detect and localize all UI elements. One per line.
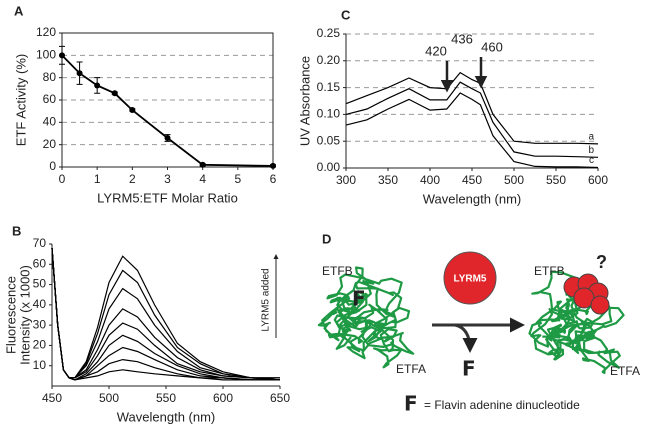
data-point [129,107,136,114]
x-axis-label: Wavelength (nm) [117,409,216,424]
series-label: a [588,132,594,143]
x-tick-label: 650 [270,391,290,405]
data-point [199,161,206,168]
y-tick-label: 60 [33,256,47,270]
x-axis-label: LYRM5:ETF Molar Ratio [97,190,238,205]
y-tick-label: 0.00 [317,160,341,174]
x-tick-label: 500 [99,391,119,405]
x-tick-label: 1 [94,172,101,186]
data-line [51,248,280,381]
y-tick-label: 0.20 [317,53,341,67]
x-tick-label: 550 [546,173,566,187]
y-tick-label: 50 [33,277,47,291]
annotation: 420 [425,43,447,58]
x-tick-label: 350 [378,173,398,187]
y-axis-label: Intensity (x 1000) [17,265,32,365]
y-tick-label: 80 [43,70,57,84]
protein-strand [317,290,374,353]
y-tick-label: 60 [43,92,57,106]
y-axis-label: ETF Activity (%) [13,54,28,146]
x-tick-label: 6 [270,172,277,186]
x-tick-label: 600 [213,391,233,405]
data-point [94,82,101,89]
data-line [51,248,280,379]
question-mark: ? [596,252,607,272]
x-tick-label: 450 [42,391,62,405]
x-tick-label: 600 [588,173,608,187]
y-axis-label: UV Absorbance [297,56,312,146]
y-tick-label: 0.15 [317,80,341,94]
released-fad: F [462,357,476,381]
x-tick-label: 0 [59,172,66,186]
data-line [345,71,599,145]
lyrm5-cluster [563,273,610,315]
panel-label: A [14,3,24,18]
y-tick-label: 70 [33,236,47,250]
etfa-label: ETFA [610,364,640,378]
panel-label: C [341,7,351,22]
x-tick-label: 5 [234,172,241,186]
protein-strand [556,306,625,375]
x-tick-label: 400 [420,173,440,187]
data-line [61,54,274,167]
protein-left [317,266,415,369]
y-tick-label: 40 [33,297,47,311]
x-tick-label: 2 [129,172,136,186]
etfb-label: ETFB [322,264,353,278]
y-axis-label: Fluorescence [3,276,18,354]
x-tick-label: 4 [199,172,206,186]
fad-symbol: F [352,287,366,311]
annotation: 460 [481,39,503,54]
key-text: = Flavin adenine dinucleotide [424,398,580,412]
x-tick-label: 550 [156,391,176,405]
y-tick-label: 40 [43,115,57,129]
y-tick-label: 0.10 [317,107,341,121]
data-point [76,70,83,77]
axes [51,244,280,387]
protein-strand [346,303,415,369]
data-point [164,134,171,141]
y-tick-label: 10 [33,358,47,372]
y-tick-label: 100 [36,48,56,62]
x-tick-label: 300 [336,173,356,187]
data-line [51,248,280,379]
diagram: ETFB ETFA F LYRM5 F ETFB ETFA ? F = Flav… [317,251,640,416]
series-label: b [588,145,594,156]
arrow [454,323,478,353]
panel-label: D [322,231,331,246]
y-tick-label: 0.25 [317,26,341,40]
data-line [345,81,599,158]
y-tick-label: 0.05 [317,133,341,147]
x-tick-label: 450 [462,173,482,187]
protein-strand [528,300,579,361]
etfa-label: ETFA [396,362,426,376]
data-point [270,162,276,169]
etfb-label: ETFB [534,264,565,278]
annotation: LYRM5 added [261,268,272,331]
series-label: c [589,155,594,166]
panel-label: B [12,223,21,238]
x-tick-label: 500 [504,173,524,187]
data-point [59,52,65,59]
data-point [111,90,118,97]
y-tick-label: 20 [33,338,47,352]
y-tick-label: 120 [36,25,56,39]
plot-frame [61,32,274,168]
data-line [345,92,599,169]
lyrm5-circle [443,251,497,305]
y-tick-label: 20 [43,137,57,151]
y-tick-label: 30 [33,317,47,331]
lyrm5-label: LYRM5 [454,274,487,285]
annotation: 436 [451,31,473,46]
key-symbol: F [404,392,418,416]
y-tick-label: 0 [49,159,56,173]
axes [345,34,598,169]
x-tick-label: 3 [164,172,171,186]
x-axis-label: Wavelength (nm) [423,191,522,206]
